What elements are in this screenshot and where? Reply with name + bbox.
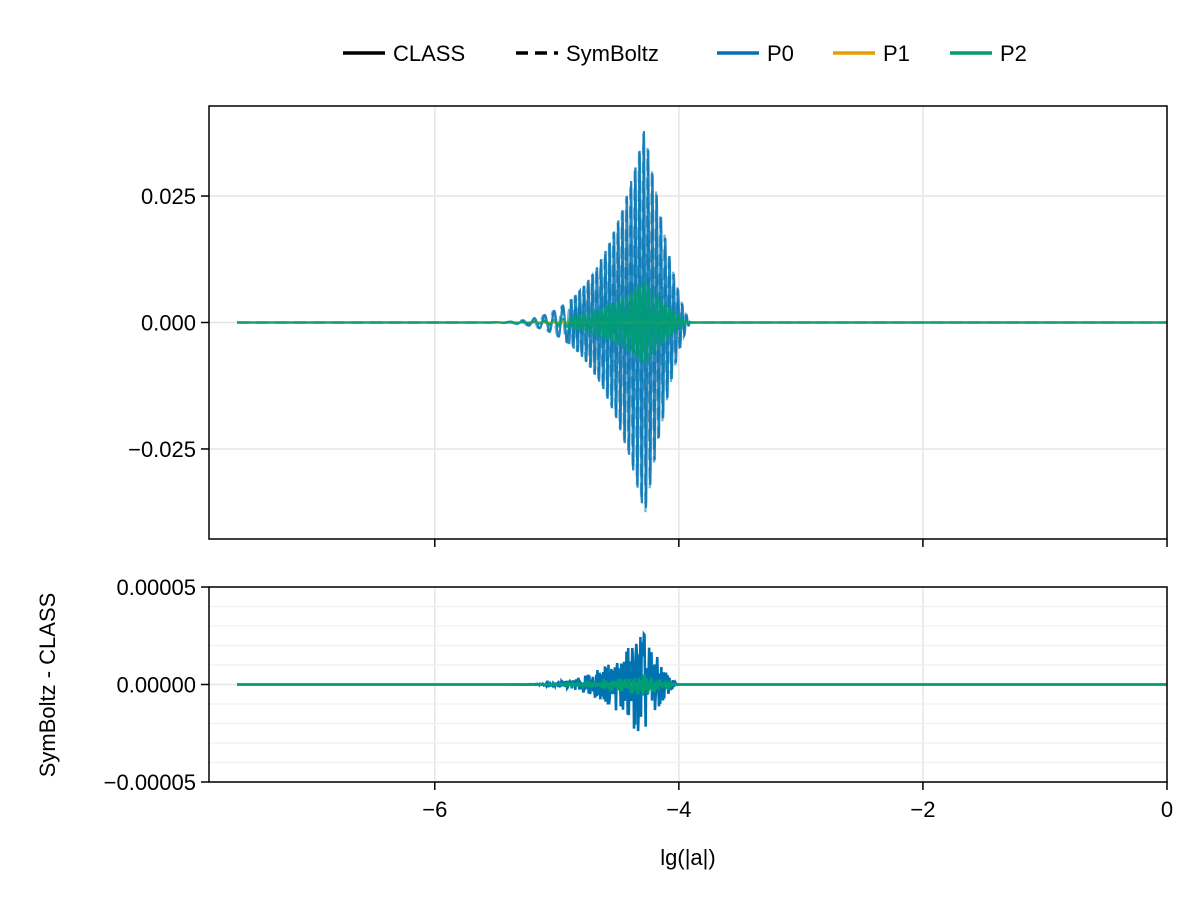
y-tick-label: 0.00000 <box>116 673 196 698</box>
top-series <box>237 131 1167 513</box>
series-p2-symboltz <box>237 282 1167 365</box>
legend-label: CLASS <box>393 41 465 66</box>
legend-entry-p0: P0 <box>717 41 794 66</box>
y-axis-label: SymBoltz - CLASS <box>35 593 60 778</box>
series-p0-class <box>237 131 1167 508</box>
legend-label: P2 <box>1000 41 1027 66</box>
x-tick-label: 0 <box>1161 797 1173 822</box>
y-tick-label: 0.025 <box>141 184 196 209</box>
series-p2-difference <box>237 674 1167 696</box>
legend-label: P1 <box>883 41 910 66</box>
x-tick-label: −4 <box>666 797 691 822</box>
legend-entry-symboltz: SymBoltz <box>516 41 659 66</box>
y-tick-label: −0.025 <box>128 437 196 462</box>
top-panel: −0.025 0.000 0.025 <box>128 105 1168 547</box>
top-ticks: −0.025 0.000 0.025 <box>128 184 1168 547</box>
x-tick-label: −6 <box>422 797 447 822</box>
legend-entry-p1: P1 <box>833 41 910 66</box>
bottom-ticks: −0.00005 0.00000 0.00005 −6 −4 −2 0 <box>104 575 1174 822</box>
y-tick-label: −0.00005 <box>104 770 196 795</box>
legend-entry-class: CLASS <box>343 41 465 66</box>
legend-label: P0 <box>767 41 794 66</box>
x-tick-label: −2 <box>910 797 935 822</box>
y-tick-label: 0.00005 <box>116 575 196 600</box>
y-tick-label: 0.000 <box>141 311 196 336</box>
bottom-panel: −0.00005 0.00000 0.00005 −6 −4 −2 0 <box>104 575 1174 822</box>
x-axis-label: lg(|a|) <box>660 845 715 870</box>
legend: CLASS SymBoltz P0 P1 P2 <box>343 41 1027 66</box>
legend-entry-p2: P2 <box>950 41 1027 66</box>
series-p0-difference <box>237 630 1167 732</box>
legend-label: SymBoltz <box>566 41 659 66</box>
bottom-series <box>237 630 1167 732</box>
